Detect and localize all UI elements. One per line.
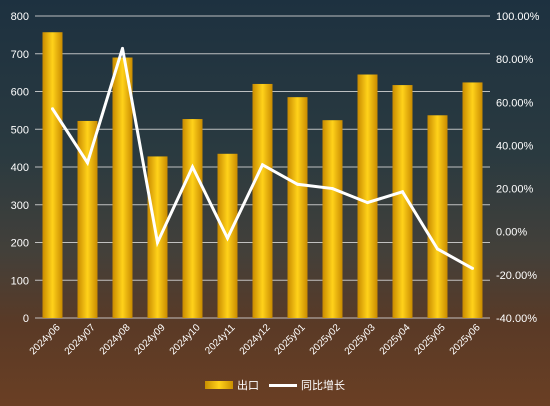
category-label: 2025y06 [448, 322, 483, 357]
line-point [51, 107, 54, 111]
legend: 出口 同比增长 [0, 377, 550, 393]
line-point [191, 165, 194, 169]
legend-item-line: 同比增长 [269, 377, 345, 393]
right-tick-label: 60.00% [496, 97, 534, 109]
left-tick-label: 100 [11, 275, 29, 287]
legend-item-bar: 出口 [205, 377, 259, 393]
category-label: 2024y10 [168, 322, 203, 357]
left-tick-label: 700 [11, 49, 29, 61]
bar [427, 115, 448, 318]
bar [112, 57, 133, 319]
line-point [436, 247, 439, 251]
bar [287, 97, 308, 318]
line-point [366, 201, 369, 205]
left-tick-label: 400 [11, 162, 29, 174]
legend-swatch-line [269, 383, 297, 387]
left-tick-label: 500 [11, 124, 29, 136]
line-point [121, 46, 124, 50]
bar [182, 119, 203, 319]
right-tick-label: -20.00% [496, 270, 537, 282]
left-axis: 0 100 200 300 400 500 600 700 800 [11, 11, 29, 325]
bar [357, 74, 378, 318]
category-label: 2024y11 [203, 322, 238, 357]
right-tick-label: 20.00% [496, 184, 534, 196]
bar [252, 83, 273, 318]
bar [462, 82, 483, 318]
line-series [51, 46, 474, 270]
right-tick-label: 100.00% [496, 11, 540, 23]
category-label: 2025y03 [343, 322, 378, 357]
left-tick-label: 0 [23, 313, 29, 325]
category-axis: 2024y06 2024y07 2024y08 2024y09 2024y10 2024y… [28, 322, 483, 357]
line-point [156, 241, 159, 244]
category-label: 2025y02 [308, 322, 343, 357]
right-tick-label: 0.00% [496, 227, 527, 239]
category-label: 2025y05 [413, 322, 448, 357]
bar [392, 85, 413, 319]
right-tick-label: 80.00% [496, 54, 534, 66]
line-point [261, 163, 264, 167]
legend-swatch-bar [205, 381, 233, 389]
line-point [86, 161, 89, 165]
line-point [226, 236, 229, 240]
bar [42, 32, 63, 319]
line-point [296, 182, 299, 186]
legend-label-line: 同比增长 [301, 380, 345, 392]
line-point [401, 190, 404, 194]
category-label: 2024y09 [133, 322, 168, 357]
bar [322, 120, 343, 318]
left-tick-label: 300 [11, 200, 29, 212]
category-label: 2025y04 [378, 322, 413, 357]
bar [77, 120, 98, 318]
category-label: 2024y07 [63, 322, 98, 357]
category-label: 2025y01 [273, 322, 308, 357]
left-tick-label: 600 [11, 87, 29, 99]
right-tick-label: 40.00% [496, 140, 534, 152]
category-label: 2024y08 [98, 322, 133, 357]
category-label: 2024y06 [28, 322, 63, 357]
category-label: 2024y12 [238, 322, 273, 357]
line-point [331, 187, 334, 191]
line-point [471, 266, 474, 270]
right-axis: -40.00% -20.00% 0.00% 20.00% 40.00% 60.00% 80.… [496, 11, 540, 325]
left-tick-label: 200 [11, 238, 29, 250]
bar-series [42, 32, 483, 319]
legend-label-bar: 出口 [237, 380, 259, 392]
left-tick-label: 800 [11, 11, 29, 23]
right-tick-label: -40.00% [496, 313, 537, 325]
